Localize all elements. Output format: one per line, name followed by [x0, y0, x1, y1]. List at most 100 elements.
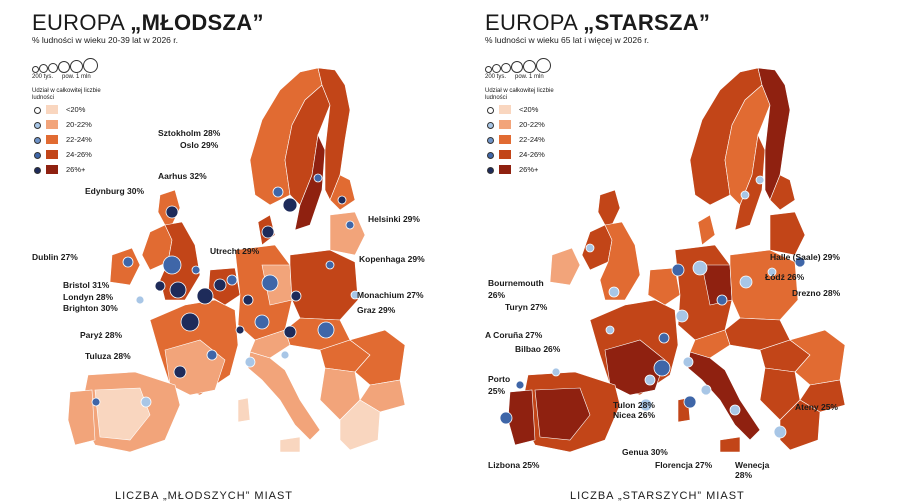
city-label-ateny: Ateny 25% — [795, 402, 838, 412]
map-region — [289, 249, 359, 321]
city-circle — [154, 280, 166, 292]
share-legend-row: 22-24% — [485, 134, 555, 147]
city-circle — [729, 404, 741, 416]
legend-swatch — [46, 165, 58, 174]
legend-label: 24-26% — [519, 150, 545, 159]
city-circle — [683, 395, 697, 409]
map-region — [597, 189, 621, 226]
city-circle — [692, 260, 708, 276]
title-prefix: EUROPA — [485, 10, 584, 35]
city-circle — [653, 359, 671, 377]
city-circle — [675, 309, 689, 323]
city-circle — [254, 314, 270, 330]
city-circle — [682, 356, 694, 368]
legend-label: 20-22% — [66, 120, 92, 129]
city-label-porto-value: 25% — [488, 386, 506, 396]
city-label-edynburg: Edynburg 30% — [85, 186, 145, 196]
city-label-paryz: Paryż 28% — [80, 330, 123, 340]
share-legend-row: <20% — [485, 104, 555, 117]
legend-label: 24-26% — [66, 150, 92, 159]
map-region — [279, 436, 301, 453]
city-circle — [272, 186, 284, 198]
city-circle — [91, 397, 101, 407]
share-legend-header: Udział w całkowitej liczbie ludności — [32, 88, 101, 101]
map-subtitle: % ludności w wieku 20-39 lat w 2026 r. — [32, 35, 178, 45]
city-circle — [767, 267, 777, 277]
share-legend-row: 26%+ — [32, 164, 102, 177]
city-label-kopenhaga: Kopenhaga 29% — [359, 254, 425, 264]
map-title: EUROPA „STARSZA” — [485, 10, 710, 36]
young-europe-panel: EUROPA „MŁODSZA” % ludności w wieku 20-3… — [0, 0, 450, 502]
size-circle — [83, 58, 98, 73]
city-label-bournemouth-value: 26% — [488, 290, 506, 300]
city-circle — [226, 274, 238, 286]
city-circle — [213, 278, 227, 292]
city-circle — [169, 281, 187, 299]
city-circle — [173, 365, 187, 379]
city-circle — [644, 374, 656, 386]
city-circle — [585, 243, 595, 253]
size-label-small: 200 tys. — [485, 74, 507, 80]
size-circle — [536, 58, 551, 73]
legend-label: 22-24% — [519, 135, 545, 144]
legend-label: <20% — [66, 105, 86, 114]
share-legend: Udział w całkowitej liczbie ludności <20… — [485, 88, 555, 177]
legend-swatch — [46, 105, 58, 114]
size-circle — [48, 63, 58, 73]
city-circle — [140, 396, 152, 408]
city-label-nicea: Nicea 26% — [613, 410, 656, 420]
city-circle — [551, 367, 561, 377]
map-region — [94, 387, 151, 441]
map-region — [779, 399, 821, 451]
map-region — [697, 214, 716, 246]
size-circle — [32, 66, 39, 73]
city-circle — [122, 256, 134, 268]
legend-label: 22-24% — [66, 135, 92, 144]
city-circle — [206, 349, 218, 361]
legend-dot — [34, 167, 41, 174]
legend-dot — [34, 152, 41, 159]
city-circle — [261, 274, 279, 292]
city-circle — [605, 325, 615, 335]
map-region — [724, 84, 771, 206]
city-circle — [165, 205, 179, 219]
map-region — [294, 133, 326, 231]
city-label-turyn: Turyn 27% — [505, 302, 548, 312]
city-label-genua: Genua 30% — [622, 447, 668, 457]
map-region — [329, 174, 356, 211]
legend-swatch — [46, 120, 58, 129]
legend-dot — [487, 137, 494, 144]
city-label-florencja: Florencja 27% — [655, 460, 713, 470]
map-title: EUROPA „MŁODSZA” — [32, 10, 264, 36]
share-legend-row: 20-22% — [32, 119, 102, 132]
city-label-sztokholm: Sztokholm 28% — [158, 128, 221, 138]
city-circle — [739, 275, 753, 289]
title-prefix: EUROPA — [32, 10, 131, 35]
footer-heading: LICZBA „STARSZYCH” MIAST — [570, 490, 745, 502]
size-label-large: pow. 1 mln — [515, 74, 544, 80]
city-label-brighton: Brighton 30% — [63, 303, 118, 313]
legend-swatch — [46, 150, 58, 159]
map-region — [769, 211, 806, 256]
city-circle — [350, 290, 360, 300]
legend-dot — [487, 122, 494, 129]
share-legend-header: Udział w całkowitej liczbie ludności — [485, 88, 554, 101]
city-label-bournemouth: Bournemouth — [488, 278, 544, 288]
city-label-londyn: Londyn 28% — [63, 292, 114, 302]
city-circle — [280, 350, 290, 360]
share-legend-row: 24-26% — [32, 149, 102, 162]
map-region — [109, 247, 141, 286]
city-circle — [235, 325, 245, 335]
city-circle — [345, 220, 355, 230]
city-circle — [180, 312, 200, 332]
city-circle — [755, 175, 765, 185]
city-circle — [261, 225, 275, 239]
city-label-drezno: Drezno 28% — [792, 288, 841, 298]
share-legend-row: 24-26% — [485, 149, 555, 162]
map-region — [549, 247, 581, 286]
size-circle — [39, 64, 48, 73]
size-circle — [511, 61, 523, 73]
city-label-bilbao: Bilbao 26% — [515, 344, 561, 354]
city-circle — [773, 425, 787, 439]
map-subtitle: % ludności w wieku 65 lat i więcej w 202… — [485, 35, 649, 45]
